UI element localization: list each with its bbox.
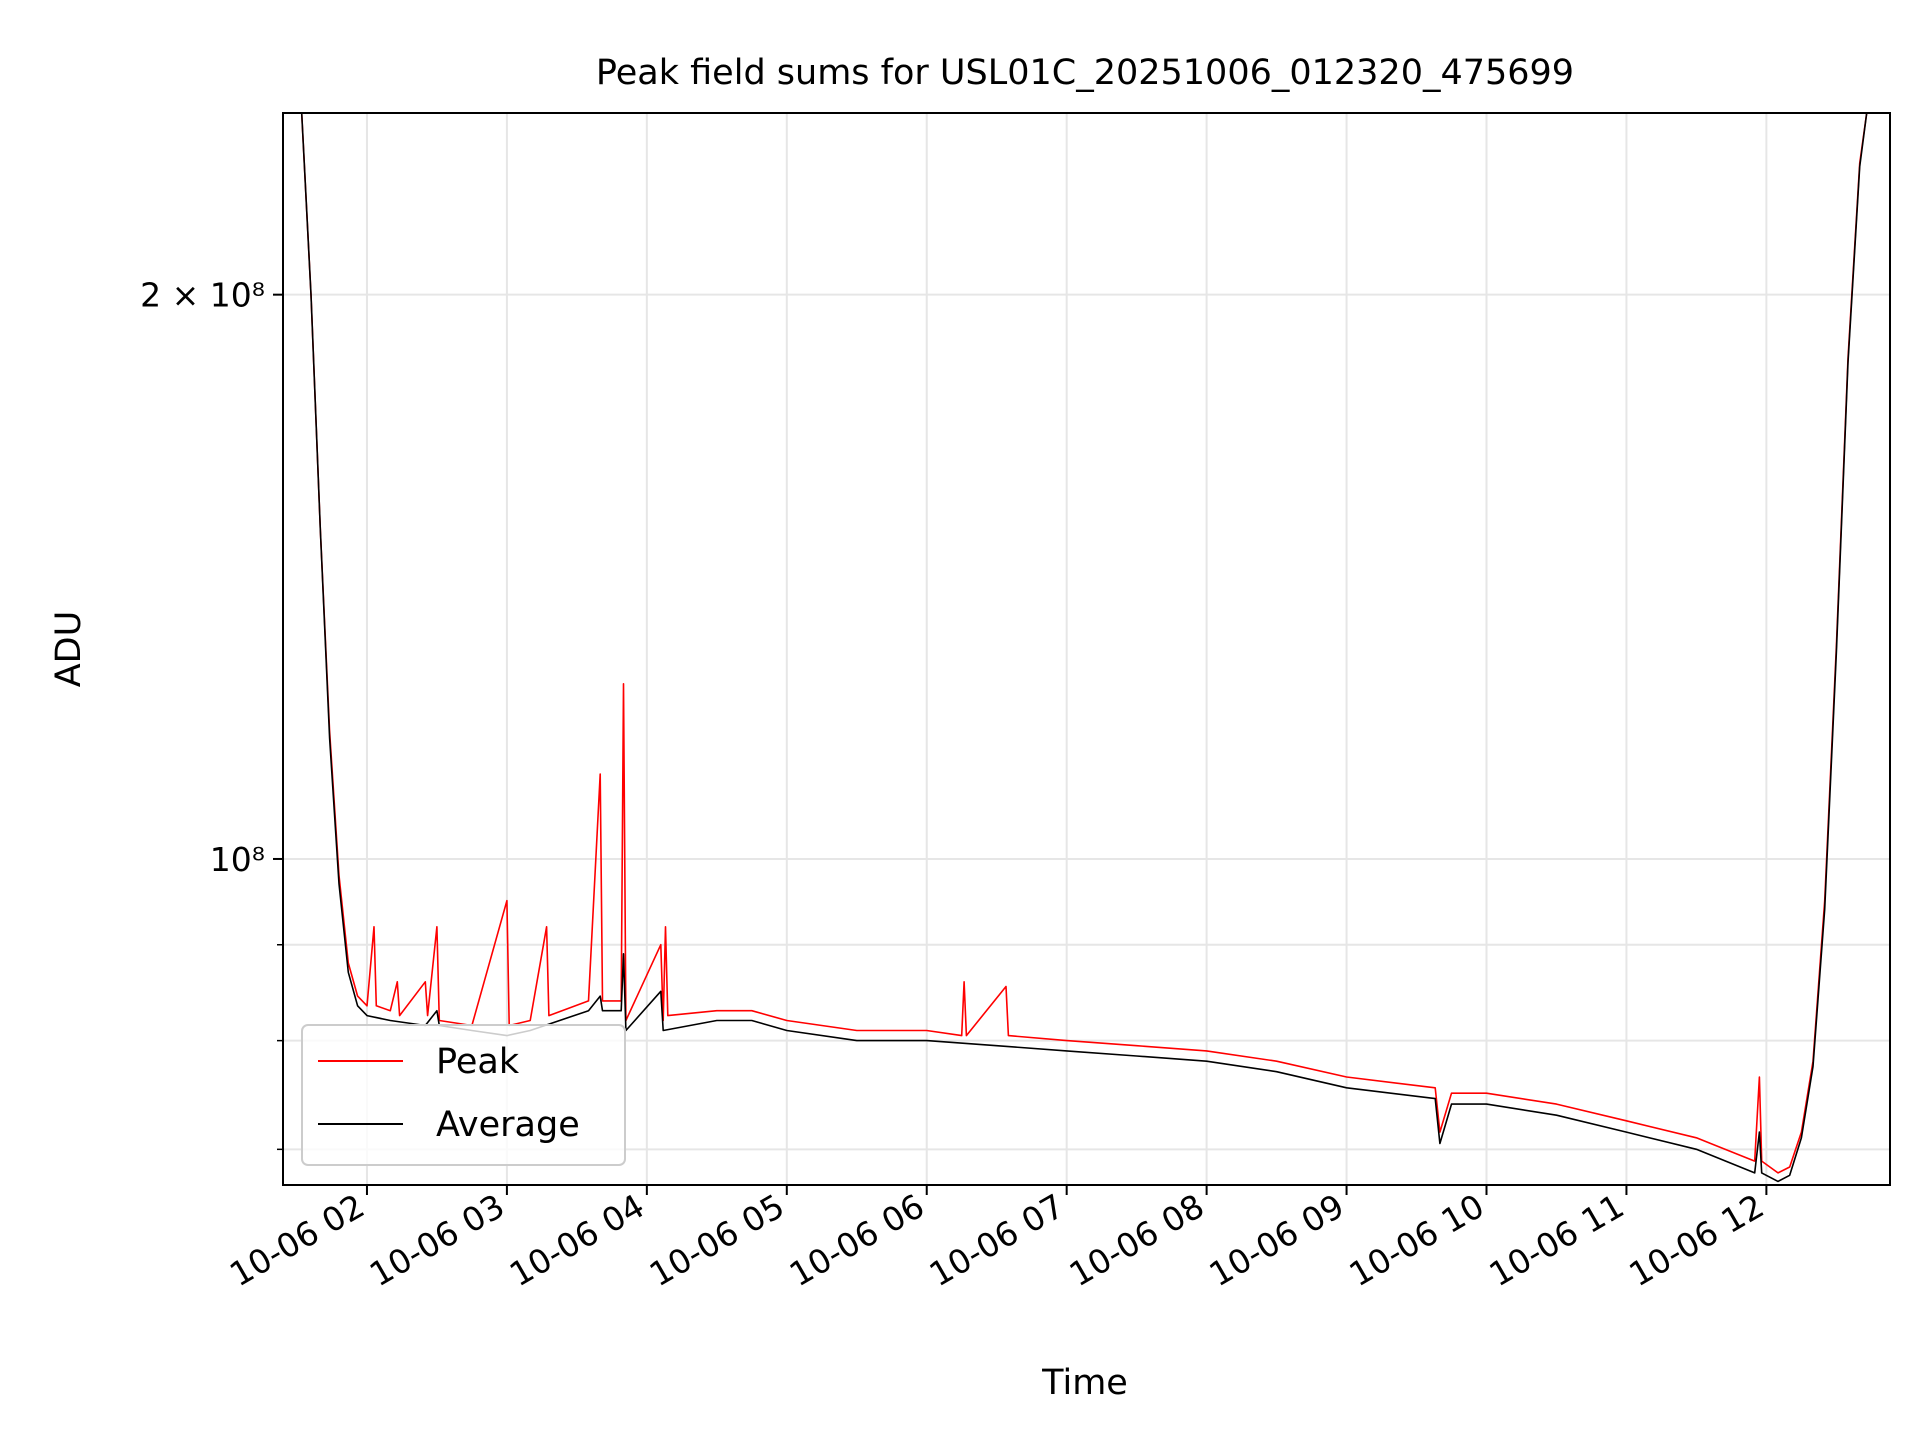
y-axis-ticks: 2 × 10⁸ 10⁸ — [140, 276, 283, 1151]
x-axis-label: Time — [1041, 1363, 1128, 1403]
plot-frame — [282, 112, 1891, 1186]
x-tick-label: 10-06 06 — [783, 1186, 931, 1294]
legend-label-average: Average — [436, 1105, 580, 1145]
y-tick-label: 10⁸ — [210, 840, 265, 879]
series-line-average — [300, 112, 1868, 1183]
x-tick-label: 10-06 11 — [1482, 1186, 1630, 1294]
grid — [283, 113, 1890, 1185]
x-tick-label: 10-06 08 — [1063, 1186, 1211, 1294]
x-tick-label: 10-06 05 — [643, 1186, 791, 1294]
legend-label-peak: Peak — [436, 1042, 520, 1082]
y-tick-label: 2 × 10⁸ — [140, 276, 265, 315]
x-tick-label: 10-06 10 — [1343, 1186, 1491, 1294]
series-lines — [300, 112, 1868, 1183]
x-tick-label: 10-06 09 — [1203, 1186, 1351, 1294]
chart-title: Peak field sums for USL01C_20251006_0123… — [596, 53, 1574, 93]
x-tick-label: 10-06 02 — [223, 1186, 371, 1294]
y-axis-label: ADU — [49, 611, 89, 688]
x-tick-label: 10-06 12 — [1622, 1186, 1770, 1294]
x-tick-label: 10-06 04 — [503, 1186, 651, 1294]
x-tick-label: 10-06 07 — [923, 1186, 1071, 1294]
x-tick-label: 10-06 03 — [363, 1186, 511, 1294]
series-line-peak — [300, 112, 1868, 1174]
legend: Peak Average — [301, 1024, 626, 1166]
